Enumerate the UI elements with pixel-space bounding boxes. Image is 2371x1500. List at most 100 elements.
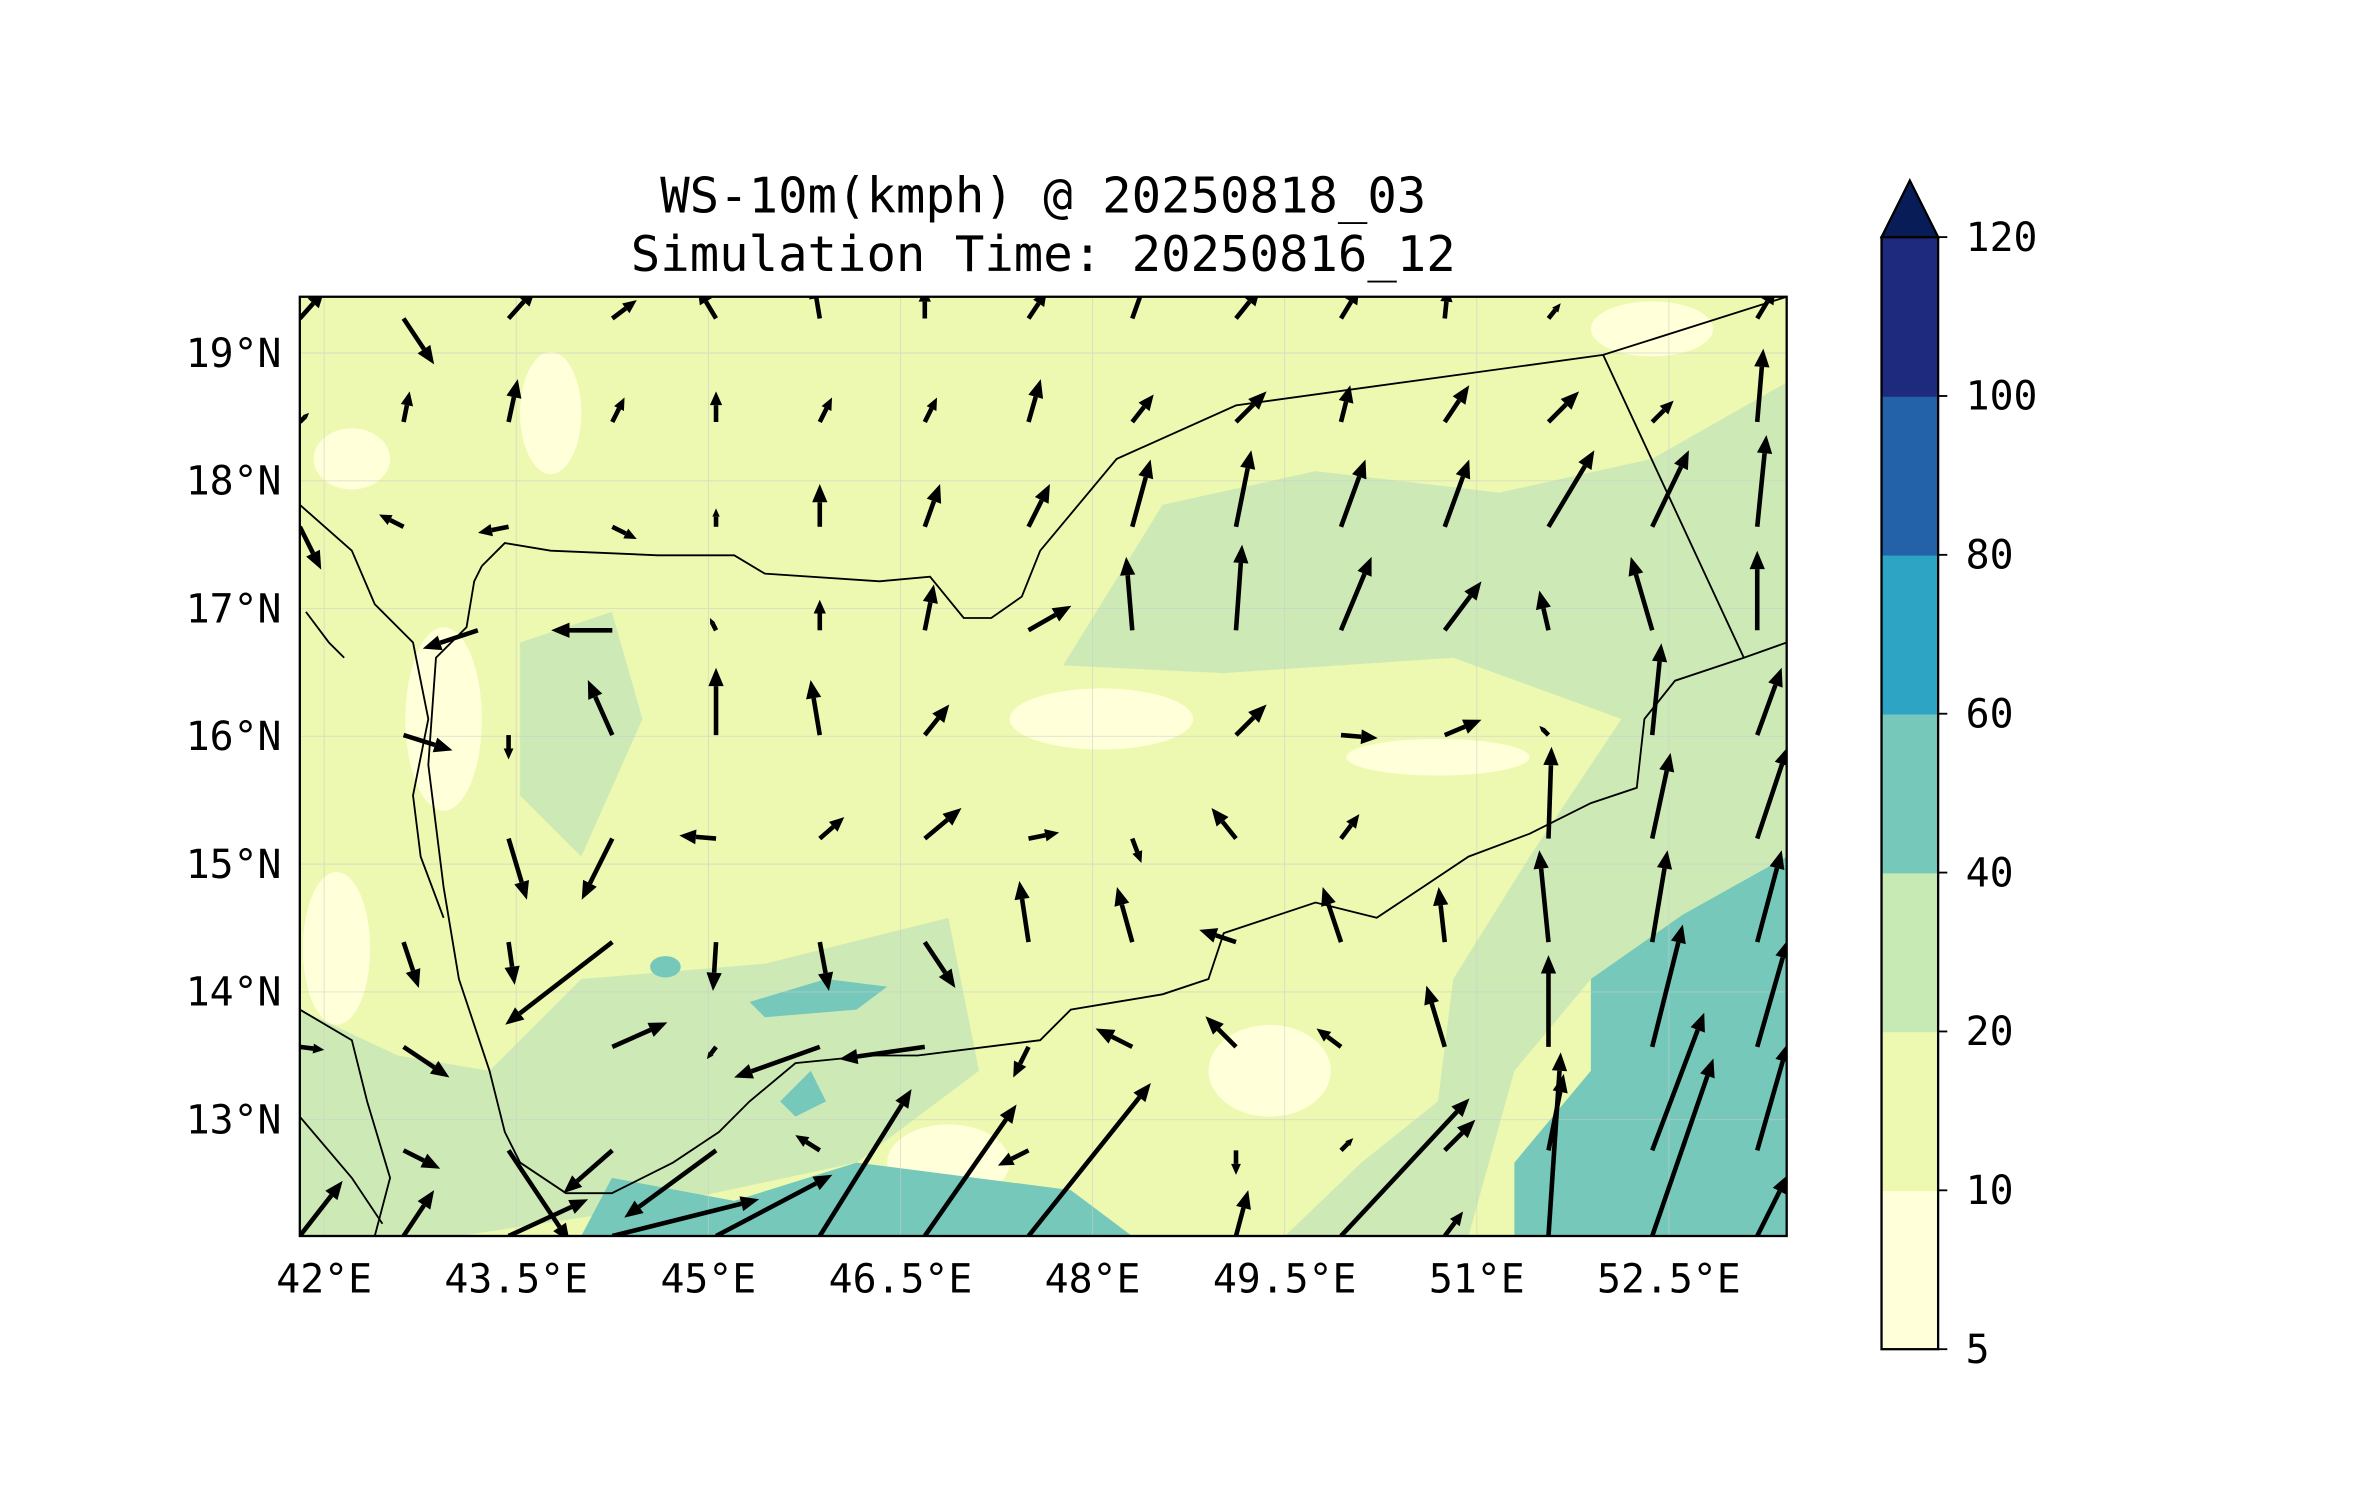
wind-arrow — [795, 1135, 821, 1153]
wind-arrow — [1130, 837, 1143, 864]
wind-arrow-shaft — [299, 525, 316, 555]
wind-arrow-head — [551, 622, 570, 638]
wind-arrow-head — [1231, 1163, 1241, 1175]
colorbar-segment — [1881, 1031, 1939, 1192]
wind-arrow-shaft — [856, 1044, 926, 1059]
wind-arrow-head — [679, 829, 697, 845]
x-tick-label: 46.5°E — [829, 1257, 973, 1303]
wind-arrow — [1539, 725, 1551, 737]
wind-arrow-shaft — [1546, 308, 1558, 320]
wind-arrow — [611, 1022, 668, 1049]
wind-arrow — [812, 483, 828, 527]
wind-arrow-shaft — [922, 940, 948, 974]
wind-arrow-head — [1659, 752, 1675, 773]
wind-arrow-head — [1560, 391, 1580, 410]
wind-arrow-head — [1138, 459, 1154, 480]
x-tick-label: 49.5°E — [1213, 1257, 1357, 1303]
wind-arrow — [624, 1148, 718, 1218]
wind-arrow — [1339, 1138, 1354, 1153]
wind-arrow-shaft — [1339, 300, 1354, 320]
wind-arrow-shaft — [506, 300, 526, 321]
wind-arrow — [922, 1104, 1017, 1236]
wind-arrow-shaft — [1438, 905, 1448, 943]
wind-arrow-head — [812, 1174, 833, 1191]
wind-arrow — [379, 514, 405, 529]
wind-arrow — [1442, 459, 1471, 528]
wind-arrow-head — [624, 1200, 644, 1218]
colorbar-segment — [1881, 872, 1939, 1033]
wind-arrow-shaft — [1650, 408, 1666, 424]
wind-arrow — [1026, 379, 1044, 423]
wind-arrow-shaft — [1755, 956, 1785, 1048]
wind-arrow-head — [1774, 748, 1787, 766]
wind-arrow-head — [1114, 887, 1130, 907]
wind-arrow — [506, 296, 533, 321]
wind-arrow — [1027, 605, 1072, 633]
wind-arrow-head — [1346, 814, 1360, 829]
colorbar-tick-label: 120 — [1966, 215, 2038, 261]
colorbar-extend-arrow — [1879, 177, 1940, 239]
wind-arrow-head — [614, 397, 625, 411]
wind-arrow — [1650, 1058, 1715, 1236]
wind-arrow — [1540, 955, 1557, 1047]
wind-arrow-head — [1211, 807, 1229, 827]
wind-arrow-head — [400, 391, 414, 407]
wind-arrow — [401, 941, 421, 988]
wind-arrow — [1339, 1098, 1470, 1236]
wind-arrow-head — [379, 514, 393, 525]
wind-arrow-shaft — [611, 1201, 742, 1236]
wind-arrow — [1650, 450, 1689, 528]
wind-arrow — [709, 618, 719, 632]
wind-arrow-head — [1205, 1016, 1224, 1035]
wind-arrow-shaft — [817, 1103, 904, 1236]
wind-arrow-head — [303, 412, 309, 419]
wind-arrow-shaft — [1326, 1034, 1343, 1049]
wind-arrow-shaft — [1026, 396, 1038, 423]
wind-arrow-head — [1451, 1098, 1470, 1117]
wind-arrow-shaft — [402, 732, 436, 748]
wind-arrow — [1442, 385, 1470, 424]
wind-arrow-head — [563, 1175, 583, 1194]
wind-arrow — [817, 1089, 912, 1236]
wind-arrow-head — [1044, 829, 1060, 842]
wind-arrow — [709, 391, 723, 422]
wind-arrow — [712, 508, 720, 527]
wind-arrow-head — [1243, 296, 1259, 307]
wind-arrow-head — [828, 817, 845, 832]
y-axis: 13°N 14°N 15°N 16°N 17°N 18°N 19°N — [186, 331, 282, 1144]
colorbar-segment — [1881, 713, 1939, 874]
wind-arrow-shaft — [922, 500, 937, 528]
wind-arrow — [503, 735, 514, 760]
wind-arrow-head — [1551, 1052, 1568, 1072]
wind-arrow-head — [712, 508, 720, 517]
wind-arrow-head — [1120, 556, 1136, 576]
wind-arrow-shaft — [1538, 868, 1551, 943]
wind-arrow-head — [1360, 729, 1378, 745]
wind-arrow-head — [1775, 941, 1787, 959]
wind-arrow-shaft — [1649, 661, 1662, 736]
wind-arrow-shaft — [1649, 868, 1667, 943]
wind-arrow-shaft — [1119, 904, 1135, 943]
wind-arrow-head — [1248, 704, 1267, 723]
wind-arrow-head — [587, 680, 603, 700]
wind-arrow-head — [1345, 1138, 1354, 1147]
wind-arrow — [1120, 556, 1136, 631]
wind-arrow — [1321, 887, 1344, 943]
wind-arrow-head — [1338, 385, 1354, 404]
contour-calm-patches — [302, 301, 1714, 1201]
wind-arrow-shaft — [611, 1027, 652, 1049]
wind-arrow-head — [739, 1196, 760, 1212]
wind-arrow — [817, 397, 833, 424]
wind-arrow-shaft — [299, 1044, 314, 1051]
y-tick-label: 17°N — [186, 586, 282, 632]
wind-arrow-head — [813, 599, 826, 614]
wind-arrow-shaft — [922, 407, 934, 424]
wind-arrow-shaft — [1649, 770, 1669, 840]
wind-arrow-shaft — [703, 300, 719, 320]
map-plot-area — [299, 296, 1787, 1236]
wind-arrow-shaft — [1546, 402, 1568, 424]
wind-arrow-head — [1628, 556, 1644, 577]
wind-arrow-head — [1674, 450, 1689, 471]
y-tick-label: 15°N — [186, 842, 282, 888]
wind-arrow-shaft — [1026, 499, 1044, 528]
